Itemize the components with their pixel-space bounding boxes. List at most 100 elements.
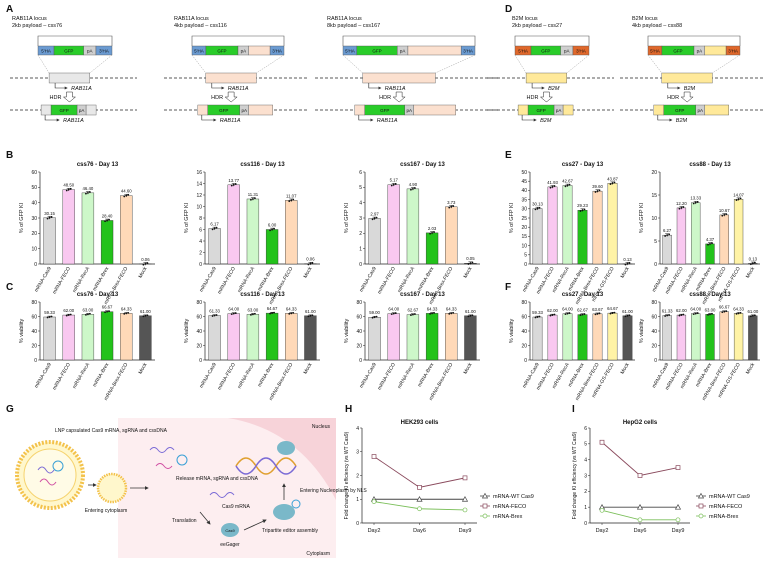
- replicate-dot: [127, 193, 130, 196]
- y-tick-label: 8: [199, 216, 202, 222]
- x-tick-label: mRNA-Brex: [417, 362, 436, 389]
- replicate-dot: [467, 263, 470, 265]
- replicate-dot: [232, 183, 235, 186]
- data-label: 61.00: [622, 309, 633, 314]
- replicate-dot: [89, 191, 91, 193]
- bar: [62, 189, 75, 265]
- replicate-dot: [392, 183, 395, 186]
- y-axis-label: % viability: [509, 319, 515, 344]
- replicate-dot: [611, 182, 614, 185]
- series-point: [371, 499, 377, 504]
- bar: [691, 202, 701, 265]
- cassette-label: 3'HA: [99, 49, 109, 54]
- bar: [676, 207, 687, 265]
- bar: [368, 218, 381, 265]
- bar: [139, 315, 152, 361]
- replicate-dot: [450, 312, 453, 315]
- replicate-dot: [271, 228, 273, 231]
- bar: [719, 214, 729, 265]
- bar: [691, 313, 701, 361]
- data-label: 13.77: [228, 178, 239, 183]
- circular-arc: [342, 35, 476, 46]
- replicate-dot: [583, 208, 586, 211]
- cassette-segment: [269, 45, 285, 56]
- y-tick-label: 15: [521, 234, 527, 240]
- data-label: 63.00: [248, 307, 259, 312]
- svg-text:GFP: GFP: [219, 108, 228, 113]
- replicate-dot: [273, 311, 275, 314]
- legend-label: mRNA-FECO: [709, 504, 743, 510]
- replicate-dot: [680, 314, 683, 316]
- bar: [464, 315, 477, 361]
- x-tick-label: Mock: [302, 266, 313, 280]
- replicate-dot: [144, 314, 147, 317]
- cassette-label: 5'HA: [345, 49, 355, 54]
- y-tick-label: 25: [521, 216, 527, 222]
- translation-arrow: [199, 511, 211, 525]
- y-axis-label: % viability: [344, 319, 350, 344]
- replicate-dot: [737, 312, 740, 315]
- svg-text:pA: pA: [407, 108, 413, 113]
- y-tick-label: 20: [31, 231, 37, 237]
- x-tick-label: mRNA-Brex: [92, 362, 111, 389]
- replicate-dot: [390, 313, 393, 316]
- series-point: [462, 507, 468, 513]
- replicate-dot: [412, 187, 414, 190]
- series-point: [417, 506, 422, 512]
- bar: [562, 185, 573, 265]
- entering-nucleus-label: Entering Nucleoplasm by NLS: [300, 488, 367, 494]
- y-axis-label: % of GFP KI: [344, 202, 350, 233]
- bar: [577, 314, 588, 361]
- edited-gene-label: RAB11A: [63, 118, 84, 124]
- replicate-dot: [628, 314, 631, 317]
- x-tick-label: Mock: [137, 362, 148, 376]
- replicate-dot: [252, 313, 254, 316]
- replicate-dot: [250, 313, 252, 316]
- data-label: 62.67: [408, 308, 419, 313]
- replicate-dot: [596, 312, 599, 315]
- y-axis-label: % viability: [639, 319, 645, 344]
- replicate-dot: [87, 313, 89, 316]
- svg-text:GFP: GFP: [675, 108, 684, 113]
- panel-label-i: I: [572, 404, 575, 415]
- y-tick-label: 45: [521, 179, 527, 185]
- panel-label-g: G: [6, 404, 14, 415]
- series-point: [371, 454, 377, 459]
- replicate-dot: [721, 214, 724, 217]
- cassette-label: 5'HA: [518, 49, 528, 54]
- data-label: 66.67: [719, 305, 730, 310]
- replicate-dot: [626, 262, 629, 265]
- replicate-dot: [751, 314, 754, 317]
- replicate-dot: [549, 314, 552, 317]
- hdr-arrow: [392, 91, 406, 103]
- endosome: [96, 472, 128, 504]
- replicate-dot: [549, 186, 552, 189]
- construct-title: B2M locus: [632, 16, 658, 22]
- replicate-dot: [609, 183, 612, 186]
- replicate-dot: [429, 232, 431, 235]
- series-point: [637, 473, 643, 478]
- x-tick-label: mRNA-RecA: [72, 361, 92, 389]
- chart-title: css27 - Day 13: [562, 292, 604, 298]
- replicate-dot: [254, 312, 256, 315]
- replicate-dot: [431, 312, 433, 315]
- replicate-dot: [410, 314, 412, 316]
- legend-label: mRNA-Brex: [493, 514, 523, 520]
- series-point: [675, 517, 681, 523]
- chart-title: HepG2 cells: [623, 420, 658, 426]
- x-tick-label: mRNA-Brex: [257, 362, 276, 389]
- replicate-dot: [371, 218, 374, 221]
- locus-box: [661, 72, 713, 84]
- gene-label: RAB11A: [385, 86, 406, 92]
- y-tick-label: 4: [356, 426, 359, 432]
- tripartite-editor: [273, 499, 301, 520]
- replicate-dot: [707, 243, 709, 246]
- replicate-dot: [108, 218, 110, 221]
- chart-title: css88 - Day 13: [689, 162, 731, 168]
- y-tick-label: 20: [651, 170, 657, 176]
- x-tick-label: Day2: [368, 528, 381, 534]
- bar: [406, 188, 420, 265]
- replicate-dot: [50, 216, 53, 218]
